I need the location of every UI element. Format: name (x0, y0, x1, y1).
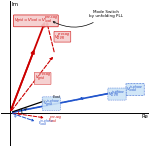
Text: $\varphi$: $\varphi$ (17, 111, 22, 118)
Text: $\varphi$: $\varphi$ (23, 106, 28, 113)
Text: $V^{in\text{-}phase}_{grid}$: $V^{in\text{-}phase}_{grid}$ (43, 97, 60, 110)
Text: $I^{pre\text{-}sag}_{load}$: $I^{pre\text{-}sag}_{load}$ (48, 115, 62, 125)
Text: $V_{grid}=V_{load}=V^{pre\text{-}sag}_{load}$: $V_{grid}=V_{load}=V^{pre\text{-}sag}_{l… (14, 15, 58, 26)
Text: $I_{load}$: $I_{load}$ (52, 94, 61, 101)
Text: $V^{pre\text{-}sag}_{DVR}$: $V^{pre\text{-}sag}_{DVR}$ (54, 32, 70, 42)
Text: Mode Switch
by unfolding PLL: Mode Switch by unfolding PLL (53, 10, 123, 27)
Text: $V^{in\text{-}phase}_{load}$: $V^{in\text{-}phase}_{load}$ (126, 84, 144, 95)
Text: $I^{in\text{-}phase}_{load}$: $I^{in\text{-}phase}_{load}$ (38, 118, 54, 129)
Text: $\varphi$: $\varphi$ (13, 113, 18, 120)
Text: $V^{pre\text{-}sag}_{grid}$: $V^{pre\text{-}sag}_{grid}$ (35, 73, 51, 84)
Text: $V^{in\text{-}phase}_{DVR}$: $V^{in\text{-}phase}_{DVR}$ (108, 88, 126, 100)
Text: Im: Im (11, 2, 18, 7)
Text: Re: Re (141, 114, 148, 119)
